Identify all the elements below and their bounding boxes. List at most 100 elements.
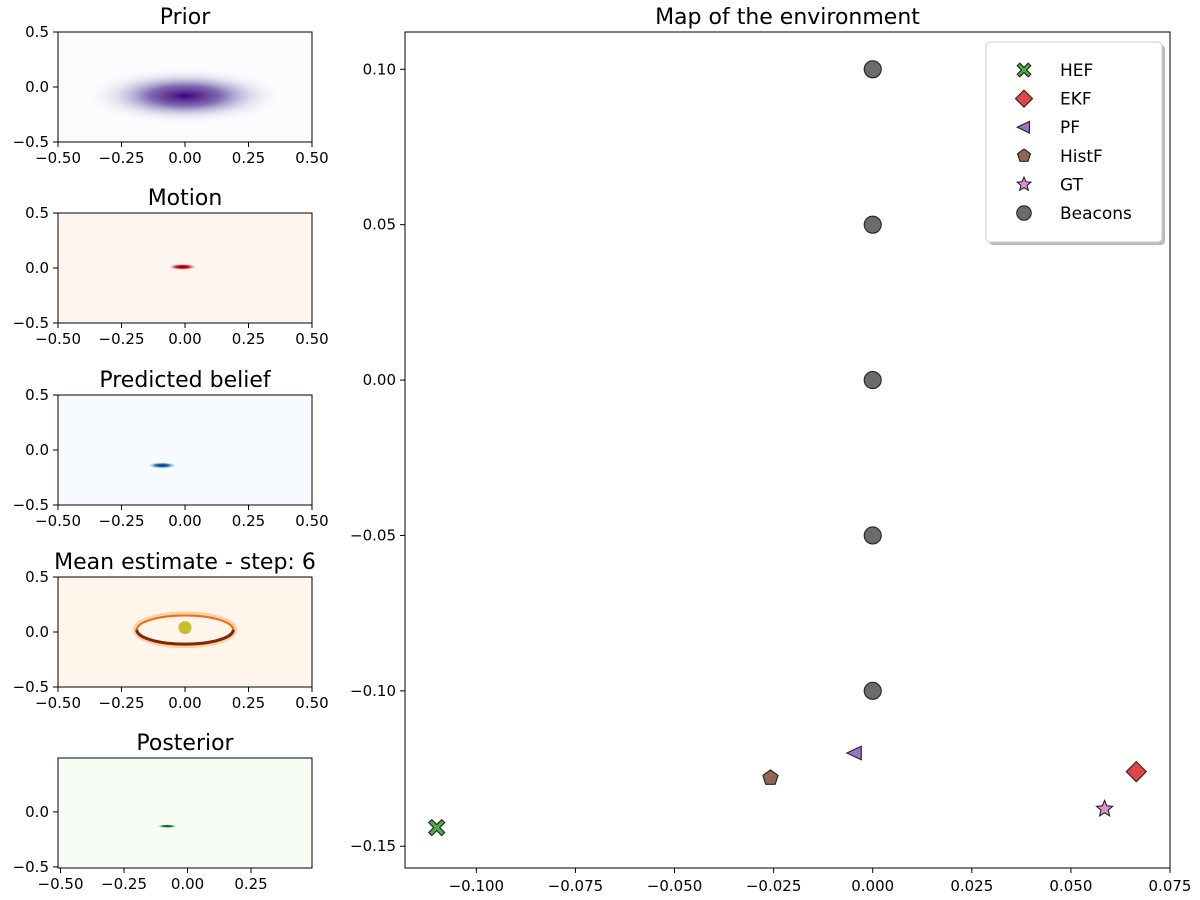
y-tick-label: −0.5 — [13, 496, 49, 514]
ekf-marker — [1125, 760, 1148, 783]
x-tick-label: 0.25 — [232, 149, 265, 167]
x-tick-label: −0.25 — [99, 694, 145, 712]
legend-label: HistF — [1060, 147, 1103, 167]
x-tick-label: 0.50 — [295, 694, 328, 712]
legend-label: Beacons — [1060, 204, 1132, 224]
series-beacons — [863, 60, 882, 700]
y-tick-label: −0.5 — [13, 678, 49, 696]
legend-label: EKF — [1060, 90, 1092, 110]
map-x-tick-label: −0.075 — [548, 877, 604, 895]
panel-title: Posterior — [136, 731, 234, 756]
panel-title: Motion — [148, 186, 223, 211]
y-tick-label: 0.0 — [25, 78, 49, 96]
map-y-tick-label: −0.05 — [350, 526, 396, 544]
legend-item: Beacons — [1016, 204, 1132, 224]
x-tick-label: −0.25 — [99, 149, 145, 167]
heatmap-density-blob — [167, 263, 198, 271]
map-y-tick-label: −0.15 — [350, 837, 396, 855]
legend-item: PF — [1015, 118, 1080, 138]
heatmap-density-blob — [83, 67, 287, 125]
x-tick-label: 0.00 — [168, 512, 201, 530]
map-x-tick-label: −0.025 — [746, 877, 802, 895]
gt-marker — [1095, 799, 1115, 817]
x-tick-label: −0.50 — [35, 149, 81, 167]
y-tick-label: 0.0 — [25, 803, 49, 821]
x-tick-label: 0.25 — [232, 330, 265, 348]
map-x-tick-label: −0.100 — [449, 877, 505, 895]
left-panels: Prior −0.50 −0.25 0.00 0.25 0.50 0.5 0.0 −0.5 Mot… — [13, 5, 329, 893]
x-tick-label: 0.50 — [295, 330, 328, 348]
x-tick-label: −0.50 — [35, 512, 81, 530]
x-tick-label: 0.25 — [232, 694, 265, 712]
x-tick-label: −0.50 — [35, 694, 81, 712]
heatmap-ring-dense-arc — [135, 629, 235, 646]
map-x-tick-label: 0.000 — [851, 877, 894, 895]
heatmap-ring-halo — [132, 611, 238, 649]
hef-marker — [427, 818, 446, 837]
legend-item: HEF — [1016, 61, 1093, 81]
legend: HEF EKF PF HistF GT Beacons — [985, 41, 1165, 245]
x-tick-label: 0.00 — [171, 875, 204, 893]
panel-posterior: Posterior −0.50 −0.25 0.00 0.25 0.0 −0.5 — [13, 731, 313, 893]
y-tick-label: 0.5 — [25, 568, 49, 586]
beacons-marker — [863, 215, 882, 234]
legend-label: GT — [1060, 175, 1084, 195]
x-tick-label: −0.50 — [35, 330, 81, 348]
legend-pf-marker — [1015, 120, 1030, 134]
legend-gt-marker — [1015, 175, 1033, 192]
map-y-tick-label: 0.05 — [363, 216, 396, 234]
y-tick-label: −0.5 — [13, 858, 49, 876]
panel-title: Prior — [160, 5, 211, 30]
heatmap-background — [58, 758, 312, 868]
y-tick-label: 0.5 — [25, 204, 49, 222]
heatmap-density-blob — [157, 824, 178, 828]
x-tick-label: 0.50 — [295, 149, 328, 167]
y-tick-label: −0.5 — [13, 314, 49, 332]
y-tick-label: 0.5 — [25, 386, 49, 404]
panel-motion: Motion −0.50 −0.25 0.00 0.25 0.50 0.5 0.0 −0.5 — [13, 186, 329, 348]
map-plot-area — [427, 60, 1148, 837]
y-tick-label: 0.0 — [25, 623, 49, 641]
legend-histf-marker — [1016, 148, 1032, 162]
axes-frame — [57, 757, 313, 869]
map-title: Map of the environment — [655, 5, 920, 30]
mean-estimate-point — [178, 621, 192, 635]
x-tick-label: 0.00 — [168, 694, 201, 712]
y-tick-label: −0.5 — [13, 133, 49, 151]
legend-label: HEF — [1060, 61, 1093, 81]
map-x-tick-label: 0.025 — [950, 877, 993, 895]
beacons-marker — [863, 60, 882, 79]
series-gt — [1095, 799, 1115, 817]
x-tick-label: −0.25 — [101, 875, 147, 893]
beacons-marker — [863, 681, 882, 700]
beacons-marker — [863, 371, 882, 390]
heatmap-density-blob — [146, 462, 178, 469]
heatmap-background — [58, 395, 312, 505]
panel-title: Mean estimate - step: 6 — [54, 550, 316, 575]
panel-mean: Mean estimate - step: 6 −0.50 −0.25 0.00 0.2… — [13, 550, 329, 712]
map-x-tick-label: −0.050 — [647, 877, 703, 895]
legend-hef-marker — [1016, 62, 1032, 78]
y-tick-label: 0.0 — [25, 441, 49, 459]
x-tick-label: 0.25 — [234, 875, 267, 893]
x-tick-label: −0.25 — [99, 512, 145, 530]
environment-map-chart: Map of the environment−0.100 −0.075 −0.050… — [350, 5, 1191, 895]
x-tick-label: 0.50 — [295, 512, 328, 530]
map-y-tick-label: 0.10 — [363, 60, 396, 78]
beacons-marker — [863, 526, 882, 545]
x-tick-label: 0.25 — [232, 512, 265, 530]
pf-marker — [845, 745, 862, 761]
map-x-tick-label: 0.050 — [1049, 877, 1092, 895]
series-pf — [845, 745, 862, 761]
legend-item: EKF — [1014, 89, 1092, 110]
y-tick-label: 0.5 — [25, 23, 49, 41]
legend-item: HistF — [1016, 147, 1103, 167]
series-histf — [762, 769, 779, 785]
legend-label: PF — [1060, 118, 1080, 138]
map-y-tick-label: 0.00 — [363, 371, 396, 389]
legend-item: GT — [1015, 175, 1084, 195]
x-tick-label: −0.50 — [38, 875, 84, 893]
legend-beacons-marker — [1016, 205, 1032, 221]
panel-prior: Prior −0.50 −0.25 0.00 0.25 0.50 0.5 0.0 −0.5 — [13, 5, 329, 167]
